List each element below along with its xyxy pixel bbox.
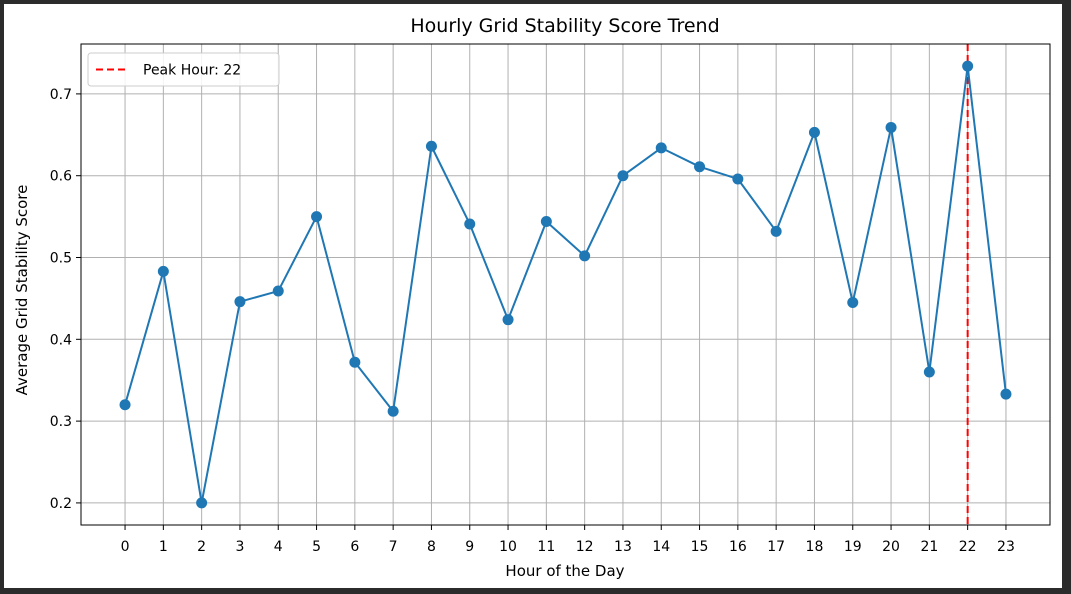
y-tick-label: 0.4 [50, 332, 72, 348]
x-tick-label: 17 [767, 539, 785, 555]
x-tick-label: 0 [121, 539, 130, 555]
data-point [196, 497, 208, 509]
x-tick-label: 3 [235, 539, 244, 555]
x-tick-label: 15 [691, 539, 709, 555]
plot-area-frame [80, 43, 1051, 526]
y-axis-label: Average Grid Stability Score [13, 185, 31, 396]
data-point [349, 356, 361, 368]
data-point [962, 60, 974, 72]
data-point [847, 296, 859, 308]
y-axis-ticks: 0.2 0.3 0.4 0.5 0.6 0.7 [50, 87, 81, 512]
x-tick-label: 18 [806, 539, 824, 555]
y-tick-label: 0.6 [50, 169, 72, 185]
x-tick-label: 1 [159, 539, 168, 555]
legend-box [87, 52, 280, 87]
x-axis-ticks: 0 1 2 3 4 5 6 7 8 9 10 11 12 13 14 15 16 17 18 19 20 21 22 23 [121, 525, 1015, 555]
x-tick-label: 10 [499, 539, 517, 555]
data-point [617, 170, 629, 182]
y-tick-label: 0.5 [50, 251, 72, 267]
data-point [387, 405, 399, 417]
x-tick-label: 16 [729, 539, 747, 555]
data-point [732, 173, 744, 185]
x-tick-label: 23 [997, 539, 1015, 555]
x-tick-label: 21 [920, 539, 938, 555]
x-tick-label: 7 [389, 539, 398, 555]
data-point [157, 265, 169, 277]
x-tick-label: 9 [465, 539, 474, 555]
legend: Peak Hour: 22 [87, 52, 280, 87]
data-point [808, 126, 820, 138]
x-tick-label: 14 [652, 539, 670, 555]
data-point [425, 140, 437, 152]
data-point [272, 285, 284, 297]
chart-title: Hourly Grid Stability Score Trend [410, 15, 719, 37]
x-axis-label: Hour of the Day [505, 562, 624, 580]
data-point [464, 218, 476, 230]
series-line [124, 65, 1007, 504]
x-tick-label: 12 [576, 539, 594, 555]
data-point [694, 161, 706, 173]
x-tick-label: 8 [427, 539, 436, 555]
data-point [655, 142, 667, 154]
x-tick-label: 4 [274, 539, 283, 555]
x-tick-label: 6 [350, 539, 359, 555]
data-point [579, 250, 591, 262]
data-point [540, 216, 552, 228]
x-tick-label: 19 [844, 539, 862, 555]
data-series [119, 60, 1012, 509]
y-tick-label: 0.7 [50, 87, 72, 103]
x-tick-label: 5 [312, 539, 321, 555]
y-tick-label: 0.3 [50, 414, 72, 430]
x-tick-label: 20 [882, 539, 900, 555]
data-point [311, 211, 323, 223]
data-point [1000, 388, 1012, 400]
data-point [119, 399, 131, 411]
x-tick-label: 2 [197, 539, 206, 555]
legend-entry-label: Peak Hour: 22 [143, 63, 241, 79]
data-point [234, 296, 246, 308]
data-point [923, 366, 935, 378]
x-tick-label: 11 [537, 539, 555, 555]
x-tick-label: 13 [614, 539, 632, 555]
x-tick-label: 22 [959, 539, 977, 555]
data-point [502, 314, 514, 326]
data-point [885, 121, 897, 133]
grid-lines [81, 44, 1050, 525]
y-tick-label: 0.2 [50, 496, 72, 512]
data-point [770, 225, 782, 237]
